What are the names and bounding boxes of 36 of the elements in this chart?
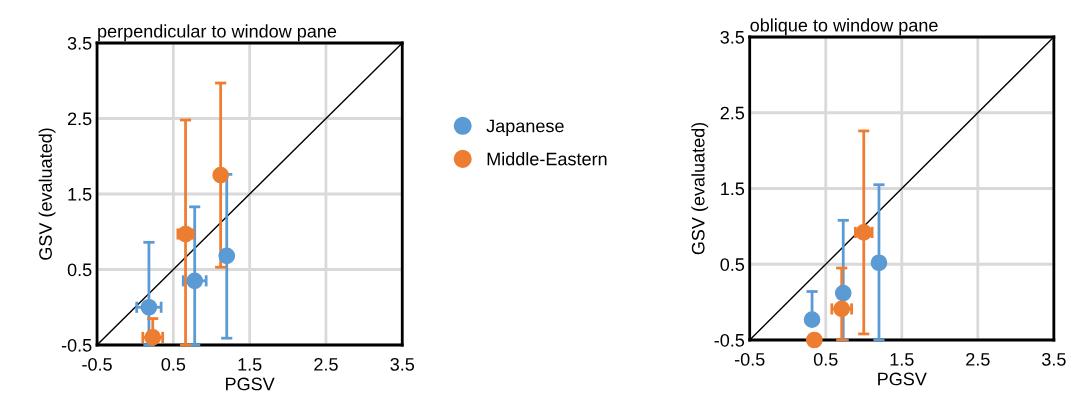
y-axis-title: GSV (evaluated) [38, 128, 56, 260]
legend-label: Middle-Eastern [487, 152, 607, 166]
x-tick-label: 2.5 [966, 352, 990, 366]
y-tick-label: 1.5 [721, 182, 745, 196]
point [218, 247, 236, 265]
point [186, 272, 204, 290]
point [806, 331, 823, 349]
x-tick-label: 1.5 [238, 358, 262, 371]
chart-title: oblique to window pane [750, 18, 938, 36]
chart-title: perpendicular to window pane [98, 24, 337, 42]
x-tick-label: 3.5 [390, 357, 415, 371]
point [212, 166, 229, 184]
x-axis-title: PGSV [878, 372, 927, 386]
legend-label: Japanese [486, 119, 564, 136]
x-tick-label: -0.5 [82, 357, 112, 371]
x-tick-label: -0.5 [734, 352, 765, 366]
point [834, 284, 852, 302]
point [870, 254, 888, 272]
y-tick-label: 3.5 [67, 36, 92, 50]
y-tick-label: 3.5 [720, 30, 745, 44]
y-tick-label: 0.5 [67, 263, 92, 277]
x-axis-title: PGSV [226, 377, 275, 391]
y-tick-label: 2.5 [720, 106, 745, 120]
y-tick-label: 2.5 [67, 112, 92, 126]
y-tick-label: -0.5 [61, 338, 92, 352]
x-tick-label: 0.5 [161, 357, 186, 371]
y-tick-label: -0.5 [714, 333, 745, 347]
x-tick-label: 0.5 [813, 352, 838, 366]
x-tick-label: 3.5 [1042, 352, 1066, 366]
y-tick-label: 1.5 [68, 188, 92, 201]
y-tick-label: 0.5 [720, 258, 745, 271]
x-tick-label: 2.5 [314, 357, 338, 371]
x-tick-label: 1.5 [890, 353, 914, 366]
y-axis-title: GSV (evaluated) [691, 122, 709, 255]
point [140, 298, 158, 316]
point [803, 311, 821, 328]
